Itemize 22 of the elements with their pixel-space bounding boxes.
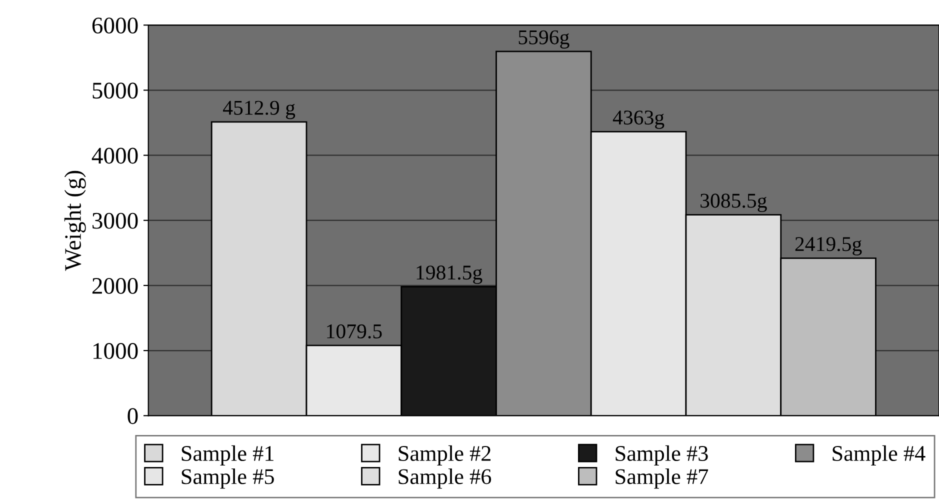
- y-tick-label: 4000: [92, 148, 138, 164]
- data-label: 1079.5: [327, 324, 382, 338]
- data-label: 5596g: [518, 30, 570, 49]
- data-label: 4363g: [612, 110, 664, 129]
- data-label: 3085.5g: [700, 194, 767, 212]
- y-tick-label: 6000: [92, 18, 138, 34]
- legend-label: Sample #5: [182, 468, 274, 489]
- legend-label: Sample #2: [398, 445, 491, 466]
- data-label: 2419.5g: [795, 237, 862, 256]
- legend-label: Sample #3: [616, 445, 708, 466]
- data-label: 4512.9 g: [223, 100, 296, 120]
- y-tick-label: 5000: [92, 82, 138, 99]
- y-tick-label: 0: [128, 408, 138, 424]
- y-tick-label: 3000: [92, 212, 138, 229]
- y-axis-title: Weight (g): [64, 170, 86, 271]
- data-label: 1981.5g: [416, 266, 482, 284]
- legend-label: Sample #1: [182, 445, 274, 466]
- y-tick-label: 1000: [93, 343, 138, 359]
- y-tick-label: 2000: [92, 278, 138, 294]
- legend-label: Sample #6: [398, 468, 492, 489]
- legend-label: Sample #4: [832, 445, 926, 466]
- legend-label: Sample #7: [616, 468, 708, 489]
